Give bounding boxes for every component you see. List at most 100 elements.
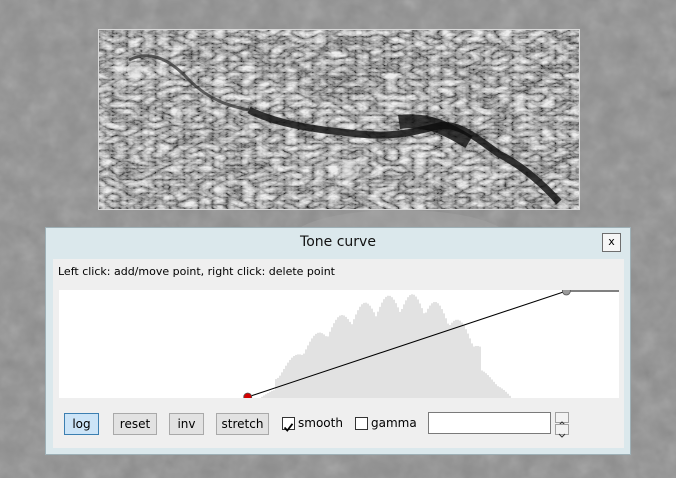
histogram-bar xyxy=(321,333,323,398)
histogram-bar xyxy=(269,391,271,398)
histogram-bar xyxy=(479,346,481,398)
histogram-bar xyxy=(327,336,329,398)
dialog-title: Tone curve xyxy=(300,234,376,250)
log-button[interactable]: log xyxy=(64,413,99,435)
histogram-bar xyxy=(467,333,469,398)
curve-control-point[interactable] xyxy=(561,290,571,296)
histogram-bar xyxy=(401,309,403,398)
histogram-bar xyxy=(299,354,301,398)
histogram-bar xyxy=(473,346,475,398)
histogram-bar xyxy=(377,311,379,398)
spin-up-button[interactable] xyxy=(555,412,569,426)
histogram-bar xyxy=(457,319,459,398)
histogram-bar xyxy=(407,297,409,398)
histogram-bar xyxy=(421,308,423,398)
histogram-bar xyxy=(447,323,449,398)
histogram-bar xyxy=(307,345,309,398)
histogram-bar xyxy=(347,319,349,398)
histogram-bar xyxy=(499,387,501,398)
histogram-bar xyxy=(481,370,483,398)
histogram-bar xyxy=(341,315,343,398)
histogram-bar xyxy=(403,304,405,398)
curve-control-point[interactable] xyxy=(243,392,253,398)
histogram-bar xyxy=(355,314,357,398)
histogram-bar xyxy=(333,323,335,398)
histogram-bar xyxy=(465,329,467,398)
histogram-bar xyxy=(433,302,435,398)
histogram-bar xyxy=(443,313,445,398)
histogram-bar xyxy=(383,299,385,398)
reset-button[interactable]: reset xyxy=(113,413,157,435)
histogram-bar xyxy=(471,343,473,398)
histogram-bar xyxy=(453,320,455,398)
histogram-bar xyxy=(267,393,269,398)
histogram-bar xyxy=(451,322,453,398)
histogram-bar xyxy=(501,388,503,398)
dialog-client-area: Left click: add/move point, right click:… xyxy=(53,259,624,448)
histogram-bar xyxy=(311,338,313,398)
histogram-bar xyxy=(487,375,489,398)
invert-button[interactable]: inv xyxy=(169,413,204,435)
histogram-bar xyxy=(463,325,465,398)
histogram-bar xyxy=(495,384,497,398)
histogram-bar xyxy=(475,345,477,398)
check-icon xyxy=(283,423,294,432)
histogram-bar xyxy=(437,303,439,398)
histogram-bar xyxy=(391,297,393,398)
histogram-bar xyxy=(295,354,297,398)
histogram-bar xyxy=(335,319,337,398)
histogram-bar xyxy=(489,377,491,398)
histogram-bar xyxy=(343,315,345,398)
histogram-bar xyxy=(503,390,505,398)
histogram-bar xyxy=(507,393,509,398)
histogram-bar xyxy=(485,373,487,398)
curve-points xyxy=(243,290,571,398)
histogram-bar xyxy=(367,303,369,398)
histogram-bar xyxy=(261,396,263,398)
histogram-bar xyxy=(313,335,315,398)
histogram-bar xyxy=(369,305,371,398)
tone-curve-canvas[interactable] xyxy=(59,290,619,398)
histogram-bar xyxy=(417,299,419,398)
histogram-bar xyxy=(271,390,273,398)
spin-down-button[interactable] xyxy=(555,424,569,438)
histogram-bar xyxy=(469,338,471,398)
histogram-bar xyxy=(375,316,377,398)
histogram-bar xyxy=(301,354,303,398)
histogram-bar xyxy=(419,303,421,398)
histogram-bar xyxy=(477,345,479,398)
solar-preview-crop xyxy=(98,29,580,210)
histogram-bar xyxy=(337,317,339,398)
histogram-bar xyxy=(405,300,407,398)
histogram-bar xyxy=(371,308,373,398)
close-button[interactable]: x xyxy=(602,233,621,252)
histogram-bar xyxy=(353,319,355,398)
histogram-bar xyxy=(425,312,427,398)
smooth-checkbox[interactable] xyxy=(282,417,295,432)
histogram-bar xyxy=(429,305,431,398)
histogram-bar xyxy=(349,321,351,398)
gamma-checkbox[interactable] xyxy=(355,417,368,430)
gamma-value-input[interactable] xyxy=(428,412,551,434)
histogram-bar xyxy=(325,336,327,398)
histogram-bar xyxy=(509,395,511,398)
histogram-bar xyxy=(345,316,347,398)
tone-curve-dialog: Tone curve x Left click: add/move point,… xyxy=(45,227,631,455)
histogram-bar xyxy=(459,320,461,398)
stretch-button[interactable]: stretch xyxy=(216,413,269,435)
histogram-bar xyxy=(303,353,305,398)
histogram-bar xyxy=(331,327,333,398)
smooth-label: smooth xyxy=(298,416,343,430)
histogram-bar xyxy=(309,341,311,398)
histogram-bar xyxy=(397,307,399,398)
histogram-bar xyxy=(365,302,367,398)
histogram-bar xyxy=(497,386,499,398)
histogram-bar xyxy=(285,365,287,398)
title-bar[interactable]: Tone curve x xyxy=(46,228,630,258)
histogram-bar xyxy=(449,325,451,398)
histogram-bar xyxy=(493,381,495,398)
histogram-bar xyxy=(505,391,507,398)
histogram-bar xyxy=(379,306,381,398)
histogram-bar xyxy=(491,379,493,398)
histogram-bar xyxy=(461,322,463,398)
